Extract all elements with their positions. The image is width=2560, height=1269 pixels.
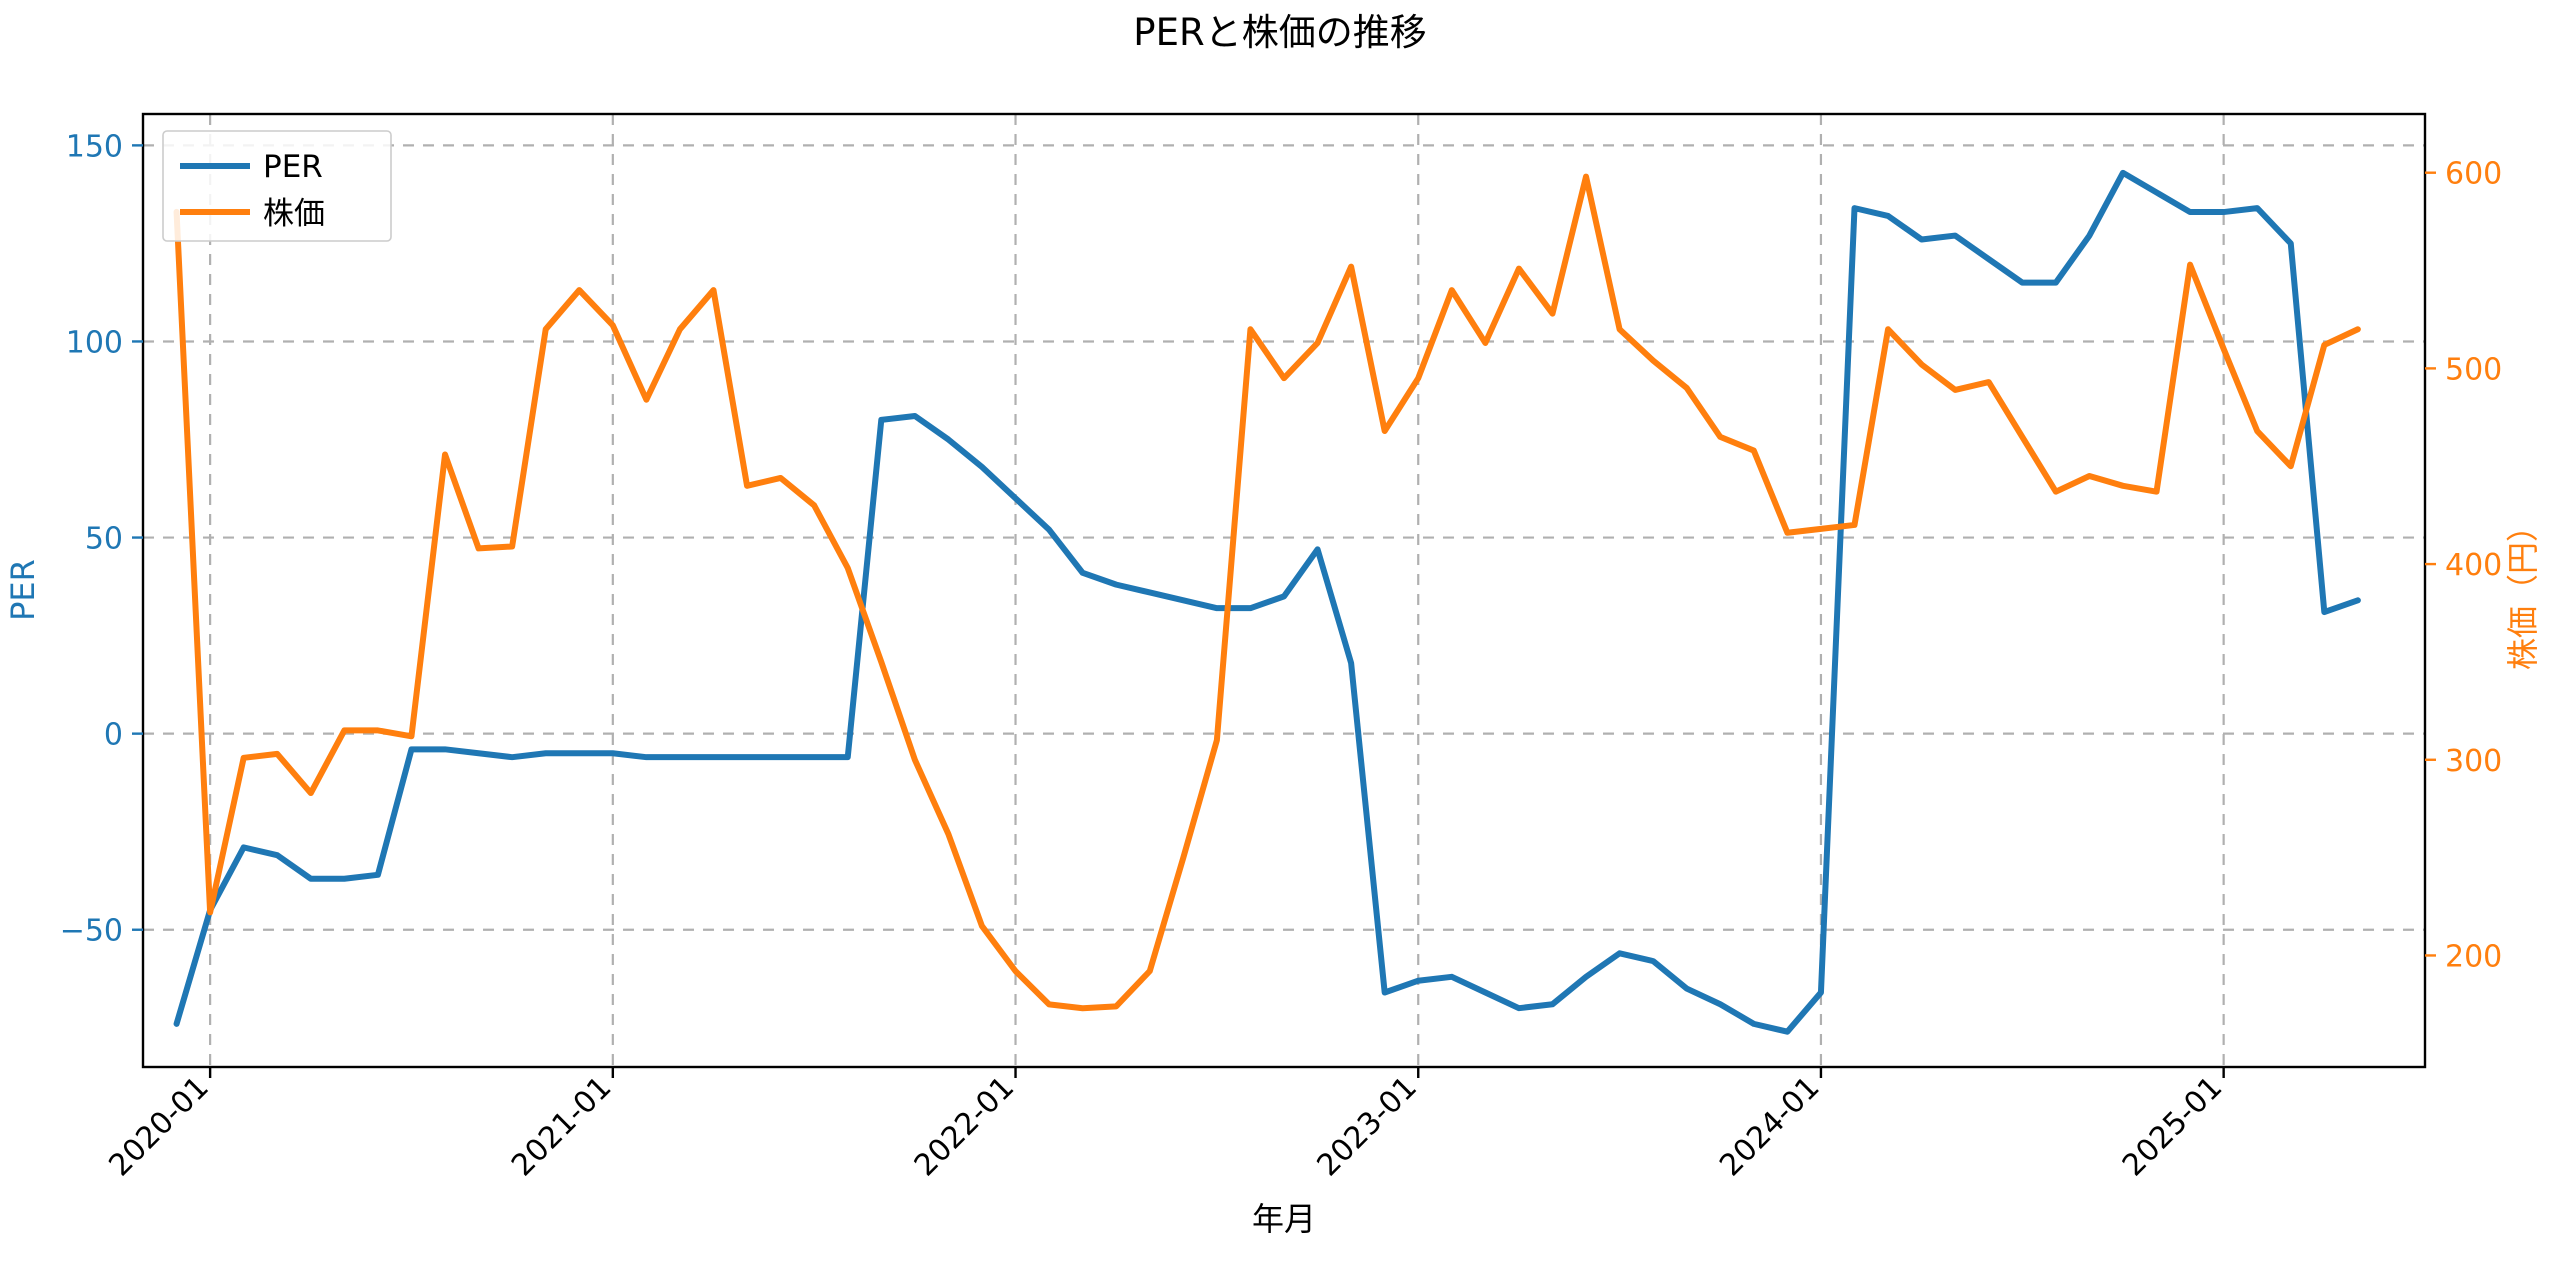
x-tick-label: 2020-01 [102,1070,215,1183]
x-tick-label: 2022-01 [908,1070,1021,1183]
y-tick-label-left: 100 [66,325,123,360]
series-line-per [173,169,2361,1035]
y-axis-left-title: PER [4,559,42,621]
y-tick-label-right: 400 [2445,548,2502,583]
x-tick-label: 2024-01 [1713,1070,1826,1183]
plot-area-border [141,112,2427,1069]
y-tick-label-left: 150 [66,129,123,164]
x-tick-label: 2021-01 [505,1070,618,1183]
x-tick-label: 2025-01 [2116,1070,2229,1183]
chart-title: PERと株価の推移 [1133,11,1426,54]
y-tick-label-left: −50 [60,914,123,949]
legend-label-per: PER [263,149,323,185]
y-axis-right-ticks: 600 500 400 300 200 [2425,157,2502,974]
grid-lines [143,114,2425,1067]
data-series-group [173,169,2361,1035]
y-axis-left-ticks: 150 100 50 0 −50 [60,129,143,949]
y-tick-label-right: 200 [2445,939,2502,974]
y-tick-label-left: 0 [104,718,123,753]
x-axis-title: 年月 [1252,1200,1316,1238]
x-tick-label: 2023-01 [1311,1070,1424,1183]
chart-legend[interactable]: PER 株価 [162,130,392,242]
series-line-kabuka [173,173,2361,1012]
y-tick-label-right: 500 [2445,352,2502,387]
legend-label-kabuka: 株価 [263,196,325,232]
y-tick-label-right: 300 [2445,744,2502,779]
y-tick-label-right: 600 [2445,157,2502,192]
y-tick-label-left: 50 [85,522,123,557]
y-axis-right-title: 株価（円） [2504,510,2542,670]
x-axis-ticks: 2020-01 2021-01 2022-01 2023-01 2024-01 2025-… [102,1067,2229,1183]
